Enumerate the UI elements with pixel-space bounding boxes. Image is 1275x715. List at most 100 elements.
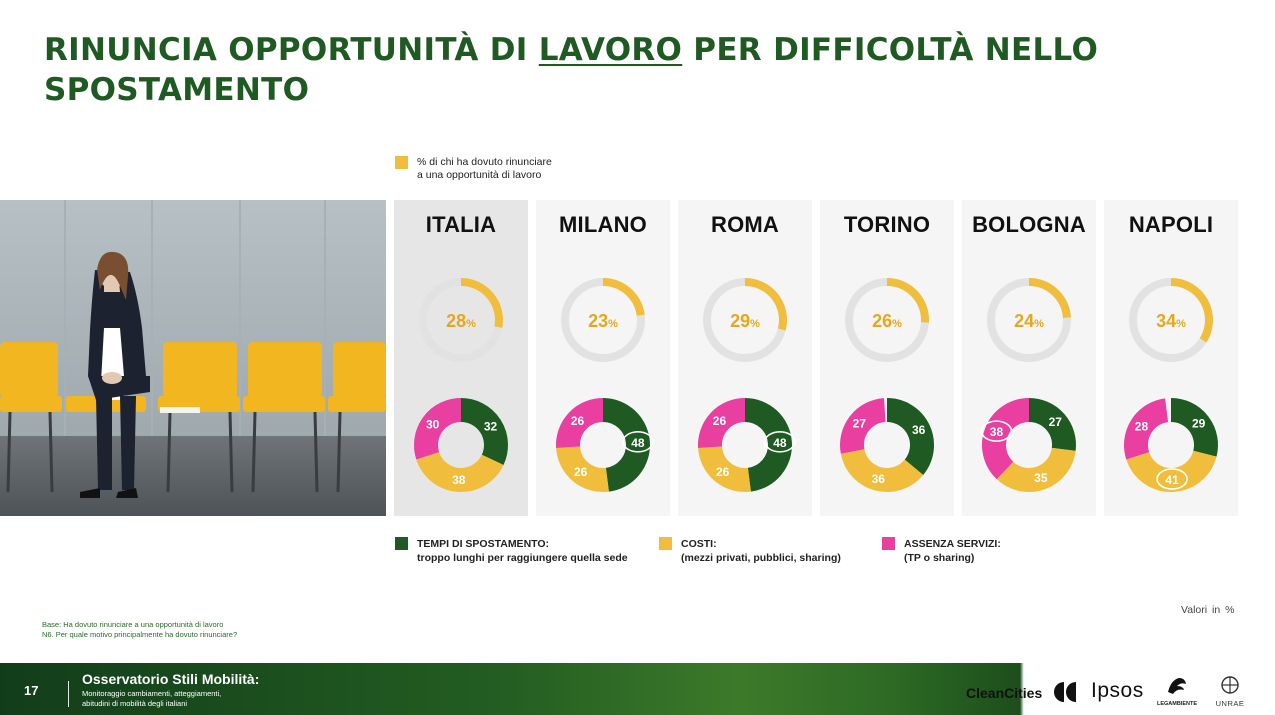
- city-label-milano: MILANO: [559, 212, 647, 237]
- donut-label-assenza-bologna: 38: [990, 425, 1004, 439]
- share-value-roma: 29%: [730, 311, 760, 331]
- city-label-bologna: BOLOGNA: [972, 212, 1086, 237]
- share-legend-line-2: a una opportunità di lavoro: [417, 169, 542, 181]
- donut-slice-costi-milano: [556, 445, 609, 492]
- unrae-logo-text: UNRAE: [1215, 699, 1245, 708]
- share-number-italia: 28: [446, 311, 466, 331]
- legend-swatch-costi: [659, 537, 672, 550]
- base-notes: Base: Ha dovuto rinunciare a una opportu…: [42, 620, 237, 640]
- share-legend-swatch: [395, 156, 408, 169]
- donut-slice-assenza-napoli: [1124, 398, 1169, 460]
- legend-text-costi: COSTI: (mezzi privati, pubblici, sharing…: [681, 537, 841, 565]
- share-value-italia: 28%: [446, 311, 476, 331]
- legend-item-tempi: TEMPI DI SPOSTAMENTO: troppo lunghi per …: [395, 537, 628, 565]
- legend-tempi-line-2: troppo lunghi per raggiungere quella sed…: [417, 552, 628, 564]
- share-legend: % di chi ha dovuto rinunciare a una oppo…: [395, 156, 552, 182]
- donut-slice-costi-roma: [698, 445, 751, 492]
- legend-swatch-assenza: [882, 537, 895, 550]
- legend-swatch-tempi: [395, 537, 408, 550]
- donut-slice-costi-napoli: [1126, 450, 1217, 492]
- donut-slice-tempi-roma: [744, 398, 792, 492]
- city-label-torino: TORINO: [843, 212, 931, 237]
- share-arc-torino: [886, 278, 929, 323]
- city-panel-torino: TORINO: [820, 200, 954, 516]
- share-percent-sign-napoli: %: [1176, 318, 1186, 330]
- donut-label-costi-napoli: 41: [1165, 473, 1179, 487]
- share-number-roma: 29: [730, 311, 750, 331]
- cleancities-logo-text: CleanCities: [966, 685, 1043, 701]
- donut-label-assenza-italia: 30: [426, 417, 440, 431]
- page-title: RINUNCIA OPPORTUNITÀ DI LAVORO PER DIFFI…: [44, 30, 1244, 110]
- share-value-torino: 26%: [872, 311, 902, 331]
- donut-label-assenza-napoli: 28: [1135, 419, 1149, 433]
- legambiente-logo: LEGAMBIENTE: [1152, 676, 1202, 707]
- highlight-ring-tempi-milano: [622, 430, 654, 453]
- share-arc-roma: [744, 278, 787, 331]
- city-label-italia: ITALIA: [425, 212, 497, 237]
- donut-label-tempi-roma: 48: [773, 436, 787, 450]
- donut-label-tempi-torino: 36: [912, 423, 926, 437]
- donut-slice-assenza-bologna: [982, 398, 1030, 480]
- title-underlined-word: LAVORO: [538, 32, 683, 68]
- donut-slice-assenza-roma: [698, 398, 746, 448]
- legambiente-logo-text: LEGAMBIENTE: [1156, 701, 1198, 707]
- share-arc-napoli: [1170, 278, 1213, 343]
- donut-slice-costi-italia: [416, 451, 504, 492]
- share-value-napoli: 34%: [1156, 311, 1186, 331]
- donut-slice-tempi-milano: [602, 398, 650, 492]
- footer-title: Osservatorio Stili Mobilità:: [82, 671, 260, 687]
- donut-label-tempi-italia: 32: [484, 419, 498, 433]
- title-part-2: PER DIFFICOLTÀ NELLO SPOSTAMENTO: [44, 32, 1099, 108]
- footer: 17 Osservatorio Stili Mobilità: Monitora…: [0, 663, 1275, 715]
- footer-subtitle: Monitoraggio cambiamenti, atteggiamenti,…: [82, 689, 221, 708]
- page-number: 17: [24, 683, 39, 698]
- donut-label-costi-bologna: 35: [1034, 471, 1048, 485]
- share-percent-sign-torino: %: [892, 318, 902, 330]
- share-number-milano: 23: [588, 311, 608, 331]
- donut-slice-tempi-napoli: [1170, 398, 1218, 457]
- highlight-ring-costi-napoli: [1156, 468, 1188, 490]
- share-legend-line-1: % di chi ha dovuto rinunciare: [417, 156, 552, 168]
- highlight-ring-tempi-roma: [764, 430, 796, 453]
- title-part-1: RINUNCIA OPPORTUNITÀ DI: [44, 32, 539, 68]
- donut-label-assenza-roma: 26: [713, 414, 727, 428]
- legend-assenza-line-2: (TP o sharing): [904, 552, 975, 564]
- legend-item-costi: COSTI: (mezzi privati, pubblici, sharing…: [659, 537, 841, 565]
- share-percent-sign-milano: %: [608, 318, 618, 330]
- share-arc-milano: [602, 278, 645, 316]
- donut-label-costi-torino: 36: [872, 472, 886, 486]
- question-note: N6. Per quale motivo principalmente ha d…: [42, 630, 238, 639]
- unrae-logo: UNRAE: [1212, 676, 1248, 708]
- legend-text-tempi: TEMPI DI SPOSTAMENTO: troppo lunghi per …: [417, 537, 628, 565]
- share-arc-italia: [460, 278, 503, 328]
- donut-label-assenza-milano: 26: [571, 414, 585, 428]
- legend-costi-line-1: COSTI:: [681, 538, 717, 550]
- legend-item-assenza: ASSENZA SERVIZI: (TP o sharing): [882, 537, 1001, 565]
- share-legend-text: % di chi ha dovuto rinunciare a una oppo…: [417, 156, 552, 182]
- ipsos-logo: Ipsos: [1091, 679, 1144, 702]
- legend-text-assenza: ASSENZA SERVIZI: (TP o sharing): [904, 537, 1001, 565]
- share-number-torino: 26: [872, 311, 892, 331]
- footer-subtitle-line-1: Monitoraggio cambiamenti, atteggiamenti,: [82, 689, 222, 698]
- donut-label-tempi-milano: 48: [631, 436, 645, 450]
- donut-slice-assenza-italia: [414, 398, 462, 460]
- city-label-roma: ROMA: [710, 212, 779, 237]
- donut-label-costi-roma: 26: [716, 465, 730, 479]
- share-number-napoli: 34: [1156, 311, 1176, 331]
- share-arc-bologna: [1028, 278, 1071, 319]
- legend-costi-line-2: (mezzi privati, pubblici, sharing): [681, 552, 841, 564]
- donut-slice-costi-torino: [840, 448, 924, 492]
- photo-woman-waiting-on-yellow-chairs: [0, 200, 386, 516]
- donut-slice-tempi-torino: [886, 398, 934, 475]
- donut-slice-tempi-italia: [460, 398, 508, 465]
- base-note: Base: Ha dovuto rinunciare a una opportu…: [42, 620, 224, 629]
- share-percent-sign-roma: %: [750, 318, 760, 330]
- footer-subtitle-line-2: abitudini di mobilità degli italiani: [82, 698, 188, 708]
- share-number-bologna: 24: [1014, 311, 1034, 331]
- share-value-milano: 23%: [588, 311, 618, 331]
- highlight-ring-assenza-bologna: [980, 420, 1013, 442]
- city-panel-italia: ITALIA: [394, 200, 528, 516]
- unrae-logo-icon: [1221, 676, 1239, 694]
- donut-slice-assenza-milano: [556, 398, 604, 448]
